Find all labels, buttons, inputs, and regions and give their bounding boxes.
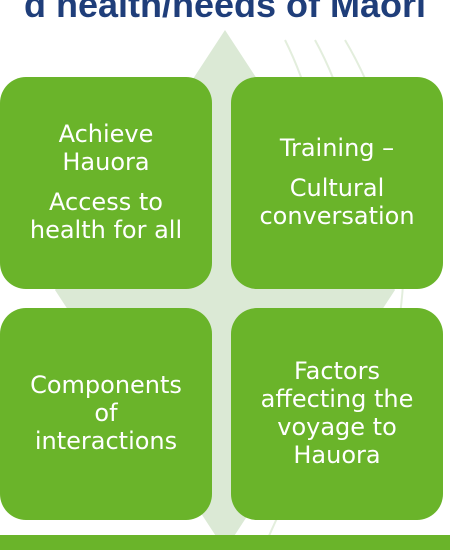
box-line: of: [94, 399, 118, 428]
box-components: Components of interactions: [0, 308, 212, 520]
box-factors: Factors affecting the voyage to Hauora: [231, 308, 443, 520]
box-line: interactions: [34, 426, 178, 455]
box-training: Training – Cultural conversation: [231, 77, 443, 289]
box-achieve-hauora: Achieve Hauora Access to health for all: [0, 77, 212, 289]
box-line: affecting the: [260, 385, 414, 414]
box-line: Hauora: [62, 148, 150, 177]
box-line: Factors: [294, 357, 380, 386]
bottom-bar: [0, 535, 450, 550]
box-line: Cultural: [289, 174, 385, 203]
box-line: Hauora: [293, 440, 381, 469]
box-line: voyage to: [277, 413, 397, 441]
box-line: Access to: [49, 188, 163, 216]
box-line: health for all: [29, 215, 183, 244]
box-line: Components: [30, 371, 182, 400]
box-line: Training –: [279, 134, 395, 163]
page-title: d health/needs of Maori: [23, 0, 427, 25]
box-line: Achieve: [58, 120, 154, 149]
box-line: conversation: [259, 201, 415, 230]
